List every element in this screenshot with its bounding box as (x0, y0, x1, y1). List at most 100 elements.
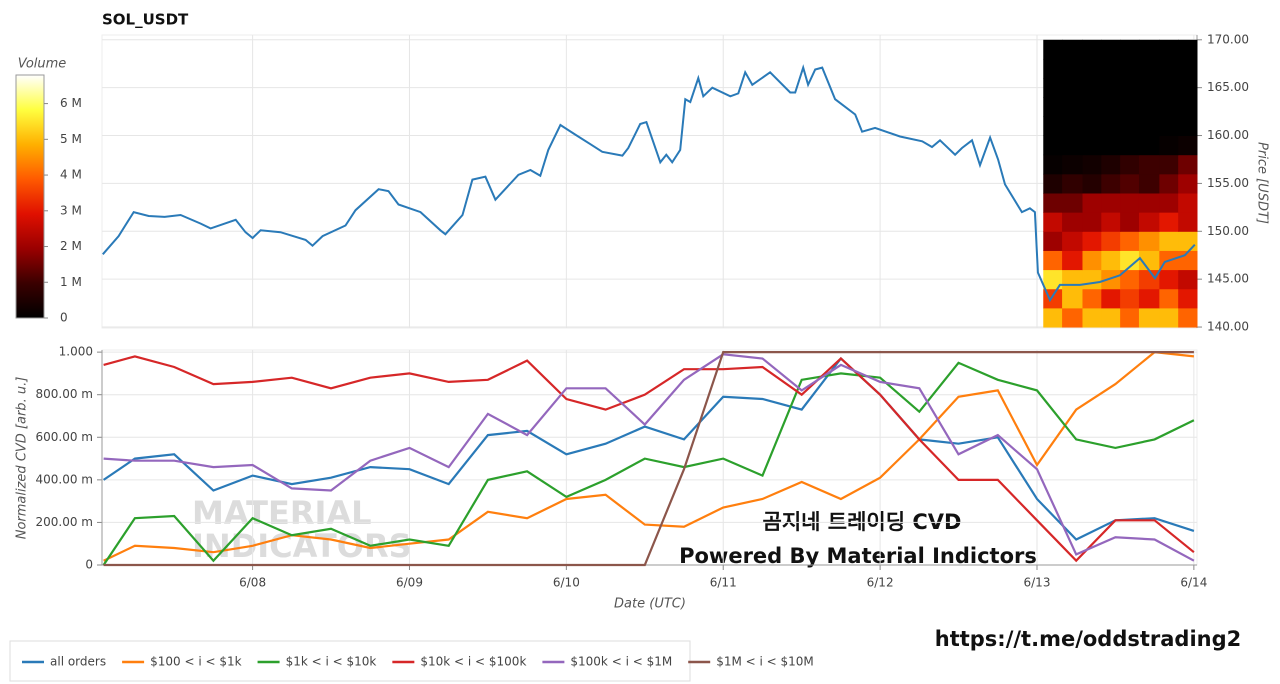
heatmap-cell (1082, 192, 1102, 213)
x-tick-label: 6/09 (396, 576, 423, 590)
heatmap-cell (1178, 192, 1198, 213)
heatmap-cell (1138, 39, 1160, 60)
cvd-line (103, 353, 1195, 562)
y-tick-label: 160.00 (1207, 128, 1249, 142)
price-line (102, 64, 1196, 303)
colorbar-tick-label: 5 M (60, 132, 82, 146)
heatmap-cell (1082, 231, 1102, 251)
heatmap-cell (1082, 154, 1102, 175)
heatmap-cell (1120, 135, 1140, 156)
heatmap-cell (1120, 212, 1140, 232)
x-axis-label: Date (UTC) (614, 597, 686, 612)
heatmap-cell (1062, 97, 1083, 117)
heatmap-cell (1120, 250, 1140, 271)
heatmap-cell (1138, 231, 1160, 251)
heatmap-cell (1120, 154, 1140, 175)
heatmap-cell (1101, 288, 1121, 309)
annotation: Powered By Material Indictors (679, 544, 1037, 568)
heatmap-cell (1043, 78, 1063, 98)
y-tick-label: 170.00 (1207, 32, 1249, 46)
heatmap-cell (1120, 78, 1140, 98)
y-tick-label: 155.00 (1207, 176, 1249, 190)
legend-label: $10k < i < $100k (420, 655, 526, 669)
heatmap-cell (1159, 58, 1179, 79)
heatmap-cell (1138, 78, 1160, 98)
heatmap-cell (1178, 78, 1198, 98)
heatmap-cell (1043, 307, 1063, 328)
x-tick-label: 6/11 (710, 576, 737, 590)
heatmap-cell (1159, 78, 1179, 98)
heatmap-cell (1043, 97, 1063, 117)
colorbar (15, 74, 45, 319)
y-tick-label: 400.00 m (36, 472, 94, 486)
heatmap-cell (1043, 173, 1063, 194)
heatmap-cell (1138, 58, 1160, 79)
heatmap-cell (1082, 58, 1102, 79)
heatmap-cell (1120, 58, 1140, 79)
heatmap-cell (1082, 212, 1102, 232)
heatmap-cell (1101, 173, 1121, 194)
heatmap-cell (1178, 307, 1198, 328)
heatmap-cell (1101, 154, 1121, 175)
heatmap-cell (1043, 58, 1063, 79)
y-axis-label: Price [USDT] (1255, 142, 1270, 224)
heatmap-cell (1159, 39, 1179, 60)
heatmap-cell (1138, 288, 1160, 309)
heatmap-cell (1159, 192, 1179, 213)
heatmap-cell (1138, 192, 1160, 213)
y-tick-label: 140.00 (1207, 320, 1249, 334)
legend-label: $100 < i < $1k (150, 655, 242, 669)
heatmap-cell (1043, 135, 1063, 156)
x-tick-label: 6/14 (1180, 576, 1207, 590)
x-tick-label: 6/13 (1024, 576, 1051, 590)
heatmap-cell (1043, 39, 1063, 60)
heatmap-cell (1178, 269, 1198, 290)
heatmap-cell (1138, 307, 1160, 328)
heatmap-cell (1178, 135, 1198, 156)
heatmap-cell (1043, 269, 1063, 290)
heatmap-cell (1120, 269, 1140, 290)
y-tick-label: 145.00 (1207, 272, 1249, 286)
cvd-line (102, 361, 1195, 566)
heatmap-cell (1062, 58, 1083, 79)
chart-title: SOL_USDT (102, 11, 189, 29)
heatmap-cell (1043, 212, 1063, 232)
cvd-line (103, 351, 1194, 567)
heatmap-cell (1101, 307, 1121, 328)
legend-label: $1k < i < $10k (286, 655, 377, 669)
heatmap-cell (1178, 288, 1198, 309)
colorbar-tick-label: 1 M (60, 275, 82, 289)
colorbar-tick-label: 3 M (60, 203, 82, 217)
heatmap-cell (1159, 288, 1179, 309)
heatmap-cell (1043, 231, 1063, 251)
heatmap-cell (1082, 173, 1102, 194)
heatmap-cell (1101, 192, 1121, 213)
heatmap-cell (1062, 78, 1083, 98)
heatmap-cell (1101, 39, 1121, 60)
heatmap-cell (1159, 154, 1179, 175)
y-tick-label: 1.000 (59, 345, 93, 359)
heatmap-cell (1082, 135, 1102, 156)
heatmap-cell (1138, 97, 1160, 117)
heatmap-cell (1043, 250, 1063, 271)
heatmap-cell (1120, 288, 1140, 309)
heatmap-cell (1159, 135, 1179, 156)
heatmap-cell (1178, 97, 1198, 117)
y-tick-label: 0 (85, 558, 93, 572)
heatmap-cell (1138, 269, 1160, 290)
heatmap-cell (1159, 97, 1179, 117)
legend-label: $100k < i < $1M (570, 655, 672, 669)
heatmap-cell (1101, 269, 1121, 290)
heatmap-cell (1159, 269, 1179, 290)
heatmap-cell (1101, 231, 1121, 251)
heatmap-cell (1178, 154, 1198, 175)
heatmap-cell (1062, 212, 1083, 232)
legend-label: all orders (50, 655, 106, 669)
heatmap-cell (1120, 231, 1140, 251)
x-tick-label: 6/12 (867, 576, 894, 590)
colorbar-tick-label: 4 M (60, 168, 82, 182)
heatmap-cell (1062, 250, 1083, 271)
heatmap-cell (1062, 116, 1083, 137)
heatmap-cell (1178, 173, 1198, 194)
